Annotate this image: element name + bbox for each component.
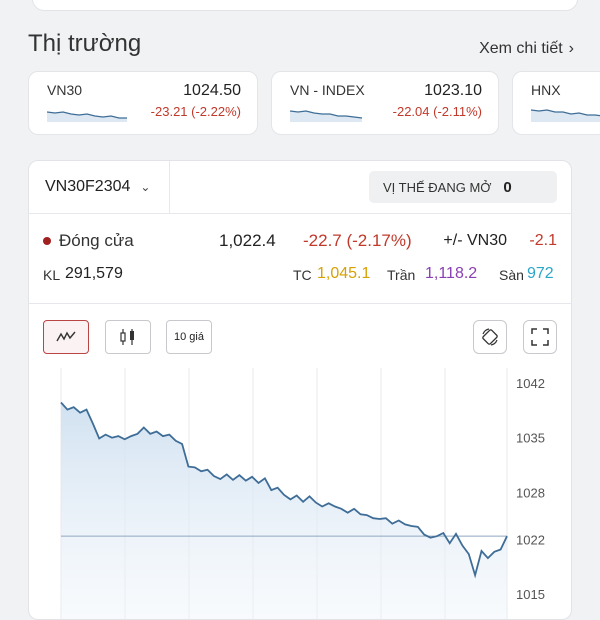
line-chart-icon [56, 330, 76, 344]
see-more-label: Xem chi tiết [479, 40, 563, 58]
ceiling-label: Trần [387, 267, 415, 283]
card-name: HNX [531, 82, 561, 98]
candlestick-icon [118, 328, 138, 346]
stats-row: KL 291,579 TC 1,045.1 Trần 1,118.2 Sàn 9… [43, 265, 557, 287]
y-tick-label: 1022 [516, 532, 545, 547]
card-sparkline [47, 106, 127, 122]
card-sparkline [290, 106, 362, 122]
card-name: VN - INDEX [290, 82, 365, 98]
futures-panel: VN30F2304 ⌄ VỊ THẾ ĐANG MỞ 0 Đóng cửa 1,… [28, 160, 572, 620]
symbol-label: VN30F2304 [45, 178, 130, 196]
volume-label: KL [43, 267, 60, 283]
floor-value: 972 [527, 265, 554, 283]
y-tick-label: 1028 [516, 485, 545, 500]
close-row: Đóng cửa 1,022.4 -22.7 (-2.17%) +/- VN30… [43, 231, 557, 255]
market-card-vnindex[interactable]: VN - INDEX 1023.10 -22.04 (-2.11%) [271, 71, 499, 135]
rotate-button[interactable] [473, 320, 507, 354]
volume-value: 291,579 [65, 265, 123, 283]
market-card-vn30[interactable]: VN30 1024.50 -23.21 (-2.22%) [28, 71, 258, 135]
reference-label: TC [293, 267, 312, 283]
panel-header: VN30F2304 ⌄ VỊ THẾ ĐANG MỞ 0 [29, 161, 571, 214]
y-tick-label: 1035 [516, 431, 545, 446]
open-position-label: VỊ THẾ ĐANG MỞ [383, 180, 491, 195]
basis-label: +/- VN30 [443, 232, 507, 250]
candlestick-button[interactable] [105, 320, 151, 354]
section-title: Thị trường [28, 30, 141, 58]
chevron-down-icon: ⌄ [140, 180, 150, 194]
card-sparkline [531, 106, 600, 122]
rotate-icon [480, 327, 500, 347]
expand-button[interactable] [523, 320, 557, 354]
market-card-hnx[interactable]: HNX [512, 71, 600, 135]
close-price: 1,022.4 [219, 231, 276, 251]
open-position-box[interactable]: VỊ THẾ ĐANG MỞ 0 [369, 171, 557, 203]
previous-card-edge [32, 0, 578, 11]
card-value: 1023.10 [424, 82, 482, 100]
symbol-select[interactable]: VN30F2304 ⌄ [29, 161, 170, 213]
close-change: -22.7 (-2.17%) [303, 231, 412, 251]
card-change: -22.04 (-2.11%) [393, 104, 482, 119]
expand-icon [531, 328, 549, 346]
see-more-link[interactable]: Xem chi tiết › [479, 40, 574, 58]
ten-price-label: 10 giá [174, 331, 204, 343]
card-value: 1024.50 [183, 82, 241, 100]
status-dot-icon [43, 237, 51, 245]
ten-price-button[interactable]: 10 giá [166, 320, 212, 354]
basis-value: -2.1 [529, 232, 557, 250]
card-name: VN30 [47, 82, 82, 98]
floor-label: Sàn [499, 267, 524, 283]
chevron-right-icon: › [569, 40, 574, 58]
line-chart-button[interactable] [43, 320, 89, 354]
ceiling-value: 1,118.2 [425, 265, 477, 283]
price-area [61, 403, 507, 620]
close-label: Đóng cửa [59, 231, 134, 251]
y-tick-label: 1042 [516, 376, 545, 391]
open-position-value: 0 [503, 179, 511, 196]
card-change: -23.21 (-2.22%) [151, 104, 241, 119]
reference-value: 1,045.1 [317, 265, 370, 283]
